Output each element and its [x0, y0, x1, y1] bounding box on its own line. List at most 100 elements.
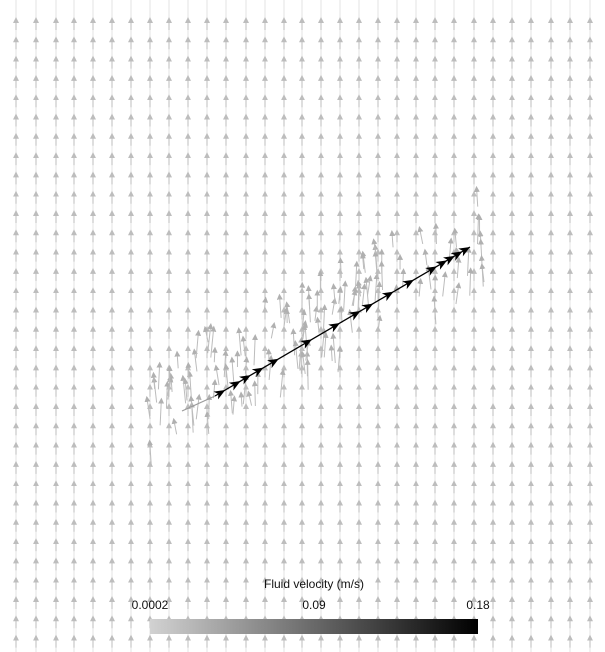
fracture-velocity-arrow — [164, 380, 171, 409]
fracture-velocity-arrow — [322, 331, 329, 358]
fracture-velocity-arrow — [355, 279, 362, 297]
fracture-velocity-arrow — [372, 250, 379, 278]
streamline-direction-arrow — [239, 375, 251, 385]
colorbar-max-label: 0.18 — [466, 598, 490, 612]
streamline-direction-arrow — [435, 260, 448, 270]
fracture-velocity-arrow — [204, 410, 211, 434]
fracture-velocity-arrow — [158, 397, 165, 426]
fracture-velocity-arrow — [313, 305, 320, 321]
fracture-velocity-arrow — [150, 371, 157, 389]
fracture-velocity-arrow — [338, 305, 345, 323]
fracture-velocity-arrow — [195, 329, 202, 359]
streamline-tail — [181, 395, 216, 412]
fracture-velocity-arrow — [330, 283, 337, 305]
fracture-velocity-arrow — [191, 348, 198, 372]
streamline-direction-arrow — [458, 246, 471, 257]
fracture-velocity-arrow — [431, 295, 438, 325]
fracture-velocity-arrow — [337, 257, 344, 278]
streamline-direction-arrow — [402, 279, 414, 290]
fracture-velocity-arrow — [353, 260, 360, 288]
streamline-group — [181, 246, 471, 412]
fracture-velocity-arrow — [195, 393, 202, 420]
fracture-velocity-arrow — [400, 268, 407, 288]
fracture-velocity-arrow — [347, 308, 354, 333]
streamline-direction-arrow — [251, 367, 264, 378]
fracture-velocity-arrow — [467, 267, 474, 296]
fracture-velocity-arrow — [417, 226, 424, 245]
fracture-velocity-arrow — [452, 227, 459, 248]
fracture-velocity-arrow — [389, 230, 396, 248]
fracture-velocity-arrow — [251, 380, 258, 407]
fracture-velocity-arrow — [236, 327, 243, 356]
fracture-velocity-arrow — [302, 321, 309, 354]
fracture-velocity-arrow — [330, 332, 337, 363]
fracture-velocity-arrow — [246, 390, 253, 406]
fracture-velocity-arrow — [180, 374, 187, 404]
fracture-velocity-arrow — [315, 316, 321, 334]
fracture-velocity-arrow — [455, 282, 462, 305]
fracture-velocity-arrow — [188, 395, 195, 426]
streamline-direction-arrow — [328, 322, 341, 333]
fracture-velocity-arrow — [210, 325, 217, 358]
fracture-velocity-arrow — [363, 276, 370, 307]
fracture-velocity-arrow — [455, 256, 462, 279]
colorbar-gradient — [150, 619, 478, 634]
fracture-velocity-arrow — [479, 263, 486, 283]
fracture-velocity-arrow — [306, 293, 313, 323]
fracture-velocity-arrow — [243, 356, 250, 374]
fracture-velocity-arrow — [290, 328, 297, 356]
fracture-velocity-arrow — [373, 273, 380, 302]
fracture-velocity-arrow — [207, 323, 214, 354]
fracture-velocity-arrow — [167, 376, 174, 400]
fracture-velocity-arrow — [270, 322, 277, 339]
fracture-velocity-arrow — [359, 252, 366, 270]
fracture-velocity-arrow — [185, 361, 192, 379]
fracture-velocity-arrow — [417, 277, 424, 297]
fracture-velocity-arrow — [441, 271, 448, 297]
fracture-velocity-arrow — [240, 335, 247, 357]
fracture-velocity-arrow — [465, 246, 472, 276]
fracture-velocity-arrow — [238, 391, 245, 407]
fracture-velocity-arrow — [342, 280, 349, 310]
streamline-direction-arrow — [443, 255, 455, 266]
fracture-velocity-arrow — [223, 363, 230, 390]
fracture-velocity-arrow — [298, 336, 305, 369]
background-velocity-arrows — [13, 0, 593, 652]
fracture-velocity-arrow — [301, 323, 308, 340]
colorbar-mid-label: 0.09 — [302, 598, 326, 612]
streamline-direction-arrow — [381, 291, 394, 302]
fracture-velocity-arrow — [146, 439, 153, 466]
fracture-velocity-arrow — [213, 364, 220, 386]
fracture-velocity-arrow — [320, 328, 327, 358]
fracture-velocity-arrow — [475, 213, 482, 245]
fracture-velocity-arrow — [144, 395, 151, 420]
streamline-direction-arrow — [213, 389, 226, 400]
fracture-velocity-arrow — [328, 344, 335, 362]
fracture-velocity-arrow — [182, 377, 189, 401]
fracture-velocity-arrow — [292, 340, 299, 369]
fracture-velocity-arrow — [229, 356, 236, 382]
colorbar-min-label: 0.0002 — [131, 598, 169, 612]
fracture-velocity-arrow — [231, 395, 238, 415]
fracture-velocity-arrow — [227, 389, 234, 414]
fracture-velocity-arrow — [331, 297, 338, 315]
fracture-velocity-arrow — [211, 379, 218, 399]
fracture-velocity-arrow — [211, 346, 218, 363]
streamline-direction-arrow — [450, 251, 463, 261]
fracture-velocity-arrow — [203, 325, 209, 343]
fracture-velocity-arrow — [366, 275, 373, 296]
fracture-velocity-arrow — [337, 286, 344, 304]
fracture-zone-arrows — [144, 185, 486, 466]
fracture-velocity-arrow — [304, 358, 311, 390]
fracture-velocity-arrow — [473, 185, 480, 207]
fracture-velocity-arrow — [168, 372, 175, 392]
fracture-velocity-arrow — [355, 282, 362, 312]
fracture-velocity-arrow — [361, 283, 368, 307]
fracture-velocity-arrow — [279, 368, 286, 398]
fracture-velocity-arrow — [174, 350, 181, 369]
streamline-direction-arrow — [348, 311, 361, 321]
fracture-velocity-arrow — [477, 238, 484, 260]
fracture-velocity-arrow — [376, 314, 383, 334]
